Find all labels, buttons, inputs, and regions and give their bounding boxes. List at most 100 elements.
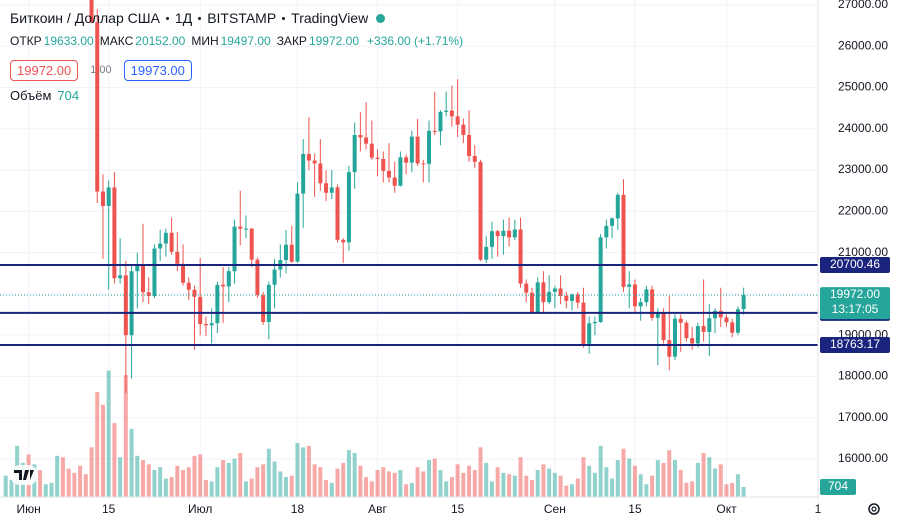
candle-body xyxy=(415,136,420,164)
y-tick-label: 16000.00 xyxy=(838,451,888,465)
volume-bar xyxy=(718,464,723,497)
candle-body xyxy=(427,130,432,164)
spread: 1.00 xyxy=(90,64,112,76)
volume-bar xyxy=(398,470,403,497)
symbol-row: Биткоин / Доллар США 1Д BITSTAMP Trading… xyxy=(10,8,469,28)
buy-button[interactable]: 19973.00 xyxy=(123,59,192,81)
candle-body xyxy=(404,157,409,163)
volume-bar xyxy=(529,479,534,497)
volume-bar xyxy=(135,455,140,497)
candle-body xyxy=(329,187,334,193)
candle-body xyxy=(598,237,603,322)
volume-bar xyxy=(352,452,357,497)
volume-bar xyxy=(186,467,191,497)
volume-bar xyxy=(478,447,483,497)
volume-bar xyxy=(684,482,689,497)
candle-body xyxy=(661,312,666,341)
legend: Биткоин / Доллар США 1Д BITSTAMP Trading… xyxy=(10,8,469,103)
candle-body xyxy=(695,326,700,344)
volume-bar xyxy=(404,484,409,497)
volume-bar xyxy=(724,484,729,497)
volume-bar xyxy=(701,452,706,497)
volume-bar xyxy=(386,471,391,497)
candle-body xyxy=(455,116,460,125)
candle-body xyxy=(713,310,718,319)
candle-body xyxy=(547,291,552,303)
candle-body xyxy=(724,317,729,323)
volume-bar xyxy=(690,481,695,497)
candle-body xyxy=(564,295,569,301)
volume-bar xyxy=(644,484,649,497)
candle-body xyxy=(358,134,363,138)
candle-body xyxy=(186,282,191,290)
volume-bar xyxy=(678,470,683,497)
candle-body xyxy=(467,134,472,157)
candle-body xyxy=(221,284,226,287)
volume-bar xyxy=(203,479,208,497)
settings-icon[interactable] xyxy=(868,503,880,515)
candle-body xyxy=(158,243,163,249)
volume-bar xyxy=(346,450,351,497)
volume-bar xyxy=(198,454,203,497)
candle-body xyxy=(678,318,683,323)
price-line-label: 18763.17 xyxy=(830,337,880,351)
close-label: ЗАКР xyxy=(276,34,307,48)
candle-body xyxy=(444,110,449,112)
volume-bar xyxy=(49,482,54,497)
x-tick-label: Авг xyxy=(368,502,387,516)
candle-body xyxy=(667,340,672,357)
candle-body xyxy=(632,284,637,307)
volume-bar xyxy=(627,458,632,497)
open-value: 19633.00 xyxy=(43,34,94,48)
volume-bar xyxy=(581,457,586,497)
volume-bar xyxy=(312,464,317,497)
volume-bar xyxy=(112,423,117,497)
volume-bar xyxy=(495,467,500,497)
volume-bar xyxy=(467,465,472,497)
candle-body xyxy=(181,263,186,283)
candle-body xyxy=(484,246,489,260)
volume-bar xyxy=(106,370,111,497)
open-label: ОТКР xyxy=(10,34,42,48)
candle-body xyxy=(741,295,746,310)
candle-body xyxy=(192,289,197,297)
candle-body xyxy=(272,269,277,285)
candle-body xyxy=(432,130,437,132)
symbol: Биткоин / Доллар США xyxy=(10,10,160,26)
candle-body xyxy=(409,136,414,163)
candle-body xyxy=(324,183,329,193)
x-tick-label: 15 xyxy=(628,502,642,516)
volume-bar xyxy=(587,465,592,497)
volume-bar xyxy=(638,474,643,497)
volume-badge xyxy=(820,479,856,496)
volume-bar xyxy=(209,481,214,497)
sell-button[interactable]: 19972.00 xyxy=(10,59,79,81)
volume-bar xyxy=(472,470,477,497)
volume-bar xyxy=(535,470,540,497)
volume-bar xyxy=(289,475,294,497)
volume-bar xyxy=(655,460,660,497)
volume-bar xyxy=(232,458,237,497)
volume-bar xyxy=(484,462,489,497)
volume-bar xyxy=(158,467,163,497)
x-tick-label: 15 xyxy=(102,502,116,516)
y-tick-label: 21000.00 xyxy=(838,245,888,259)
volume-bar xyxy=(415,467,420,497)
volume-bar xyxy=(318,467,323,497)
volume-bar xyxy=(661,462,666,497)
volume-bar xyxy=(547,468,552,497)
volume-badge-label: 704 xyxy=(828,479,848,493)
candle-body xyxy=(203,324,208,326)
candle-body xyxy=(243,228,248,230)
change: +336.00 (+1.71%) xyxy=(367,34,464,48)
candle-body xyxy=(587,323,592,344)
candle-body xyxy=(501,230,506,237)
candle-body xyxy=(690,338,695,344)
x-tick-label: Окт xyxy=(716,502,737,516)
candle-body xyxy=(301,153,306,194)
close-value: 19972.00 xyxy=(308,34,359,48)
volume-bar xyxy=(181,470,186,497)
volume-bar xyxy=(129,428,134,497)
volume-row: Объём 704 xyxy=(10,88,469,103)
volume-bar xyxy=(667,450,672,497)
